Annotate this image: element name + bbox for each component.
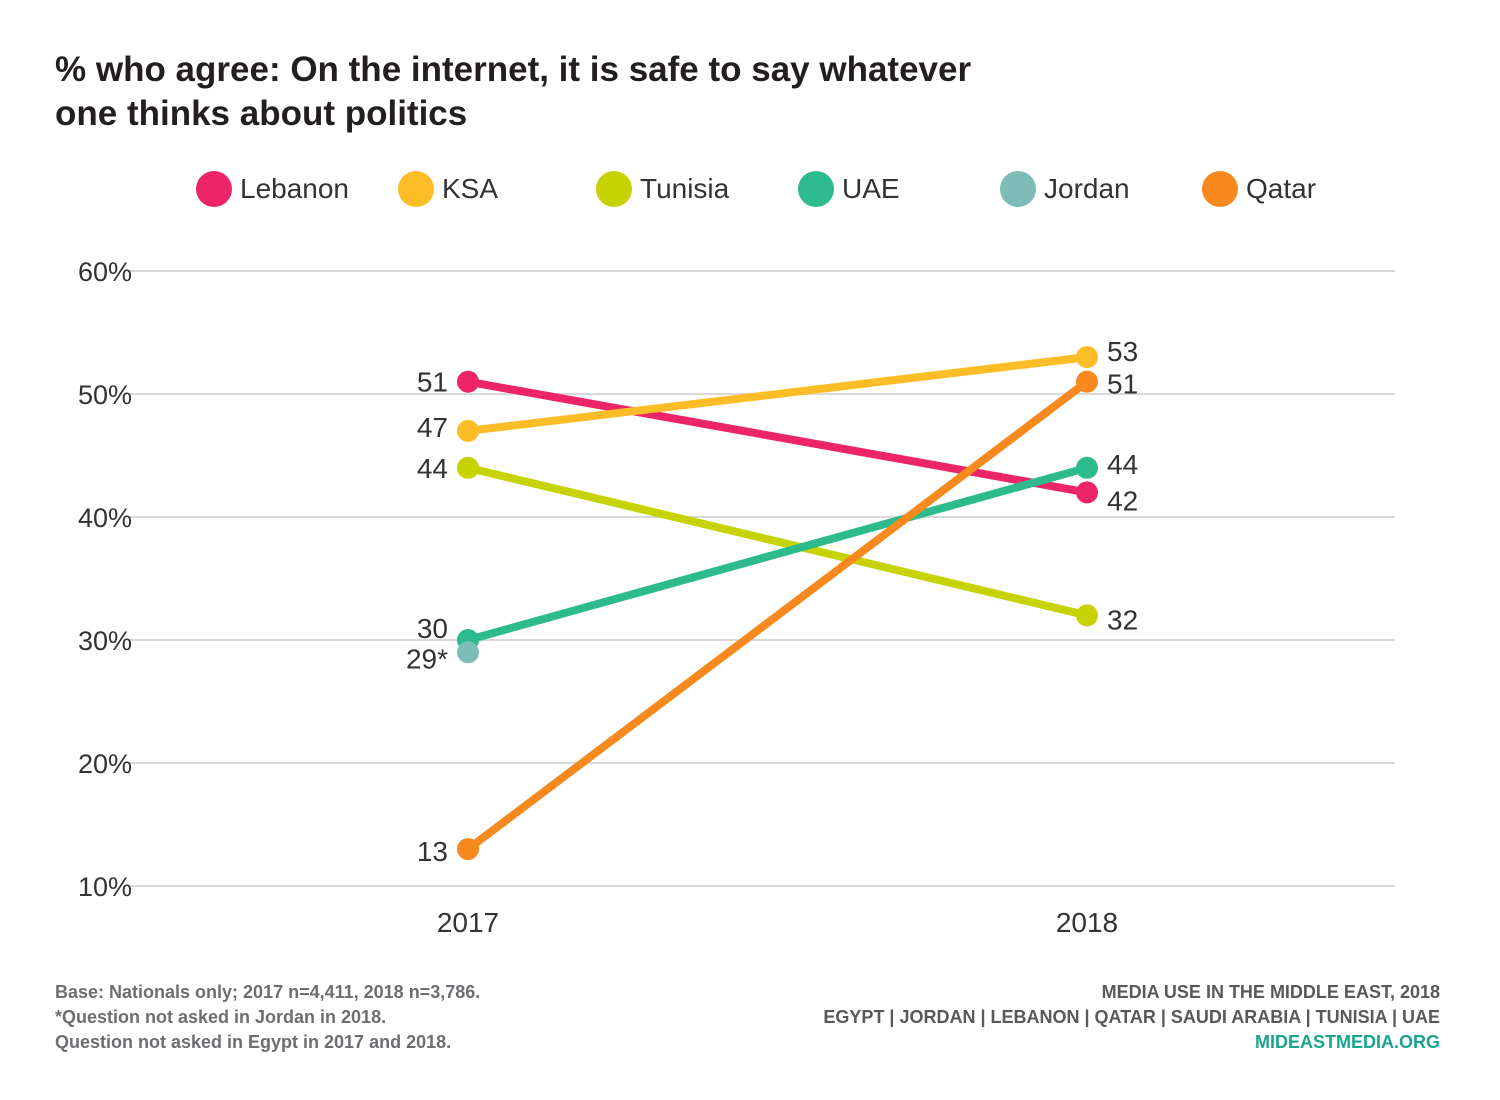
y-axis-tick-labels: 10% 20% 30% 40% 50% 60% bbox=[78, 257, 132, 902]
source-url: MIDEASTMEDIA.ORG bbox=[1254, 1032, 1440, 1052]
data-point-ksa-2017 bbox=[457, 419, 479, 442]
series-lines bbox=[464, 353, 1091, 854]
data-label-uae-2018: 44 bbox=[1107, 449, 1138, 480]
data-label-qatar-2018: 51 bbox=[1107, 369, 1138, 400]
x-tick-label: 2017 bbox=[437, 907, 499, 938]
data-point-lebanon-2018 bbox=[1076, 481, 1098, 504]
series-line-lebanon bbox=[464, 377, 1091, 497]
data-label-uae-2017: 30 bbox=[417, 613, 448, 644]
series-points bbox=[457, 346, 1098, 861]
data-point-tunisia-2017 bbox=[457, 456, 479, 479]
footnote-egypt: Question not asked in Egypt in 2017 and … bbox=[55, 1032, 452, 1052]
legend-item-uae: UAE bbox=[798, 169, 900, 209]
legend-swatch-lebanon bbox=[196, 171, 232, 207]
y-tick-label: 60% bbox=[78, 257, 132, 287]
chart-legend: Lebanon KSA Tunisia UAE Jordan Qatar bbox=[0, 165, 1500, 215]
data-label-lebanon-2018: 42 bbox=[1107, 485, 1138, 516]
footnotes: Base: Nationals only; 2017 n=4,411, 2018… bbox=[55, 980, 480, 1055]
data-label-tunisia-2017: 44 bbox=[417, 453, 448, 484]
legend-label-lebanon: Lebanon bbox=[240, 173, 350, 204]
legend-item-jordan: Jordan bbox=[1000, 169, 1130, 209]
legend-swatch-jordan bbox=[1000, 171, 1036, 207]
legend-label-ksa: KSA bbox=[442, 173, 499, 204]
data-point-uae-2018 bbox=[1076, 456, 1098, 479]
data-label-jordan-2017: 29* bbox=[406, 643, 448, 674]
legend-item-ksa: KSA bbox=[398, 169, 498, 209]
legend-label-uae: UAE bbox=[842, 173, 900, 204]
series-line-tunisia bbox=[464, 463, 1091, 620]
data-label-qatar-2017: 13 bbox=[417, 836, 448, 867]
footnote-base: Base: Nationals only; 2017 n=4,411, 2018… bbox=[55, 982, 481, 1002]
y-tick-label: 30% bbox=[78, 626, 132, 656]
data-point-qatar-2017 bbox=[457, 838, 479, 861]
series-line-qatar bbox=[464, 377, 1091, 854]
legend-label-qatar: Qatar bbox=[1246, 173, 1317, 204]
legend-label-tunisia: Tunisia bbox=[640, 173, 730, 204]
data-point-lebanon-2017 bbox=[457, 370, 479, 393]
source-title: MEDIA USE IN THE MIDDLE EAST, 2018 bbox=[1101, 982, 1440, 1002]
y-tick-label: 20% bbox=[78, 749, 132, 779]
legend-swatch-uae bbox=[798, 171, 834, 207]
data-point-ksa-2018 bbox=[1076, 346, 1098, 369]
legend-label-jordan: Jordan bbox=[1044, 173, 1130, 204]
legend-swatch-tunisia bbox=[596, 171, 632, 207]
data-point-jordan-2017 bbox=[457, 641, 479, 664]
legend-item-lebanon: Lebanon bbox=[196, 169, 349, 209]
x-axis-tick-labels: 2017 2018 bbox=[437, 907, 1118, 938]
data-label-ksa-2017: 47 bbox=[417, 412, 448, 443]
x-tick-label: 2018 bbox=[1056, 907, 1118, 938]
legend-swatch-qatar bbox=[1202, 171, 1238, 207]
data-labels: 51 42 47 53 44 32 30 44 29* 13 51 bbox=[406, 336, 1138, 867]
source-countries: EGYPT | JORDAN | LEBANON | QATAR | SAUDI… bbox=[823, 1007, 1440, 1027]
chart-title-line-1: % who agree: On the internet, it is safe… bbox=[55, 50, 972, 89]
chart-title: % who agree: On the internet, it is safe… bbox=[55, 48, 1155, 136]
chart-title-line-2: one thinks about politics bbox=[55, 94, 468, 133]
series-line-uae bbox=[464, 463, 1091, 644]
footnote-jordan: *Question not asked in Jordan in 2018. bbox=[55, 1007, 387, 1027]
series-line-ksa bbox=[464, 353, 1091, 435]
y-tick-label: 40% bbox=[78, 503, 132, 533]
legend-item-tunisia: Tunisia bbox=[596, 169, 729, 209]
legend-item-qatar: Qatar bbox=[1202, 169, 1316, 209]
data-label-ksa-2018: 53 bbox=[1107, 336, 1138, 367]
data-label-tunisia-2018: 32 bbox=[1107, 604, 1138, 635]
data-label-lebanon-2017: 51 bbox=[417, 367, 448, 398]
legend-swatch-ksa bbox=[398, 171, 434, 207]
data-point-tunisia-2018 bbox=[1076, 604, 1098, 627]
gridlines bbox=[130, 270, 1395, 887]
data-point-qatar-2018 bbox=[1076, 370, 1098, 393]
source-credit: MEDIA USE IN THE MIDDLE EAST, 2018 EGYPT… bbox=[823, 980, 1440, 1055]
y-tick-label: 10% bbox=[78, 872, 132, 902]
y-tick-label: 50% bbox=[78, 380, 132, 410]
